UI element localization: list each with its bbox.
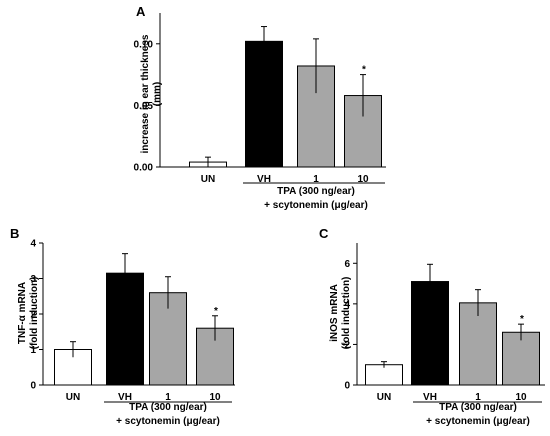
y-tick-label: 6 <box>344 259 350 270</box>
panel-b: B 0 1 2 3 4 TNF-α mRNA(fold induction) UN VH 1 10 *… <box>10 226 235 427</box>
panel-c: C 0 2 4 6 iNOS mRNA(fold induction) UN VH 1 10 * TP… <box>319 226 545 427</box>
group-label-line: + scytonemin (μg/ear) <box>264 200 368 211</box>
panel-letter: C <box>319 226 329 241</box>
group-label-line: + scytonemin (μg/ear) <box>426 416 530 427</box>
y-axis-label-line: (fold induction) <box>341 277 352 350</box>
panel-letter: B <box>10 226 19 241</box>
panel-letter: A <box>136 4 146 19</box>
y-tick-label: 4 <box>30 239 36 250</box>
significance-marker: * <box>520 314 524 325</box>
y-tick-label: 0.00 <box>134 163 154 174</box>
category-label: VH <box>423 392 437 403</box>
y-tick-label: 0.05 <box>134 101 154 112</box>
category-label: VH <box>257 174 271 185</box>
y-axis-label-line: (fold induction) <box>29 277 40 350</box>
y-axis-label: TNF-α mRNA(fold induction) <box>17 277 40 350</box>
y-axis-label-line: iNOS mRNA <box>329 284 340 342</box>
y-tick-label: 0.10 <box>134 39 154 50</box>
category-label: 1 <box>313 174 319 185</box>
y-axis-label: increase in ear thickness(mm) <box>140 34 163 153</box>
category-label: 10 <box>357 174 369 185</box>
group-label-line: + scytonemin (μg/ear) <box>116 416 220 427</box>
y-tick-label: 1 <box>30 345 36 356</box>
y-tick-label: 3 <box>30 274 36 285</box>
category-label: UN <box>201 174 215 185</box>
y-tick-label: 0 <box>30 381 36 392</box>
significance-marker: * <box>214 306 218 317</box>
group-label-line: TPA (300 ng/ear) <box>129 402 207 413</box>
significance-marker: * <box>362 65 366 76</box>
group-label-line: TPA (300 ng/ear) <box>439 402 517 413</box>
y-tick-label: 2 <box>30 310 36 321</box>
y-axis-label: iNOS mRNA(fold induction) <box>329 277 352 350</box>
category-label: VH <box>118 392 132 403</box>
group-label-line: TPA (300 ng/ear) <box>277 186 355 197</box>
category-label: 1 <box>165 392 171 403</box>
y-tick-label: 2 <box>344 340 350 351</box>
bar-un <box>54 349 92 386</box>
category-label: 1 <box>475 392 481 403</box>
y-axis-label-line: (mm) <box>152 82 163 106</box>
category-label: UN <box>66 392 80 403</box>
category-label: UN <box>377 392 391 403</box>
category-label: 10 <box>515 392 527 403</box>
bar-vh <box>245 40 283 168</box>
category-label: 10 <box>209 392 221 403</box>
y-tick-label: 0 <box>344 381 350 392</box>
y-axis-label-line: increase in ear thickness <box>140 34 151 153</box>
y-axis-label-line: TNF-α mRNA <box>17 282 28 344</box>
y-tick-label: 4 <box>344 299 350 310</box>
bar-10 <box>502 331 540 386</box>
